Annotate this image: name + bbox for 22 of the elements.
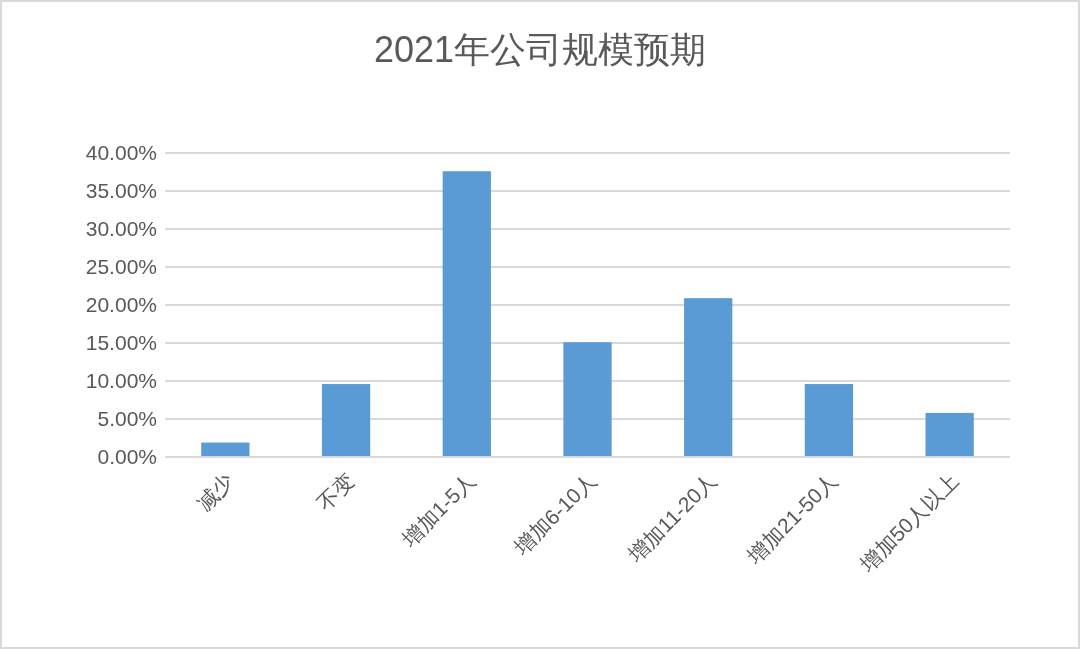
chart-title: 2021年公司规模预期	[373, 29, 707, 70]
y-tick-label: 15.00%	[85, 331, 157, 354]
x-tick-label: 减少	[192, 468, 239, 515]
bar	[684, 298, 733, 457]
y-tick-label: 35.00%	[85, 179, 157, 202]
y-tick-label: 10.00%	[85, 369, 157, 392]
bar	[442, 171, 491, 457]
x-tick-label: 增加6-10人	[509, 468, 601, 560]
y-tick-label: 5.00%	[97, 407, 157, 430]
bar	[201, 442, 250, 457]
bar	[563, 342, 612, 457]
y-tick-label: 30.00%	[85, 217, 157, 240]
bar	[321, 384, 371, 457]
y-tick-label: 25.00%	[85, 255, 157, 278]
y-tick-label: 20.00%	[85, 293, 157, 316]
bar	[804, 384, 854, 457]
x-tick-label: 增加1-5人	[396, 468, 480, 552]
bar	[925, 412, 974, 457]
x-tick-label: 增加50人以上	[854, 468, 963, 577]
y-tick-label: 40.00%	[85, 141, 157, 164]
x-tick-label: 不变	[312, 468, 359, 515]
y-tick-label: 0.00%	[97, 445, 157, 468]
